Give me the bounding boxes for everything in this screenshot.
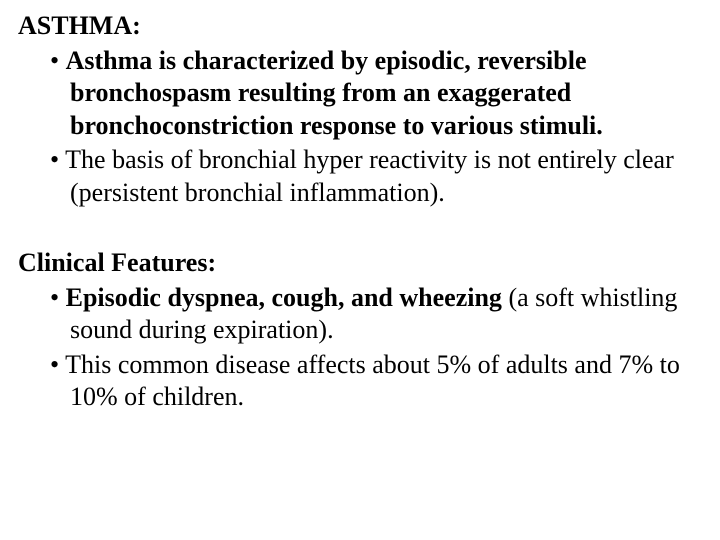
heading-asthma-text: ASTHMA: <box>18 11 141 40</box>
section1-bullet-2: The basis of bronchial hyper reactivity … <box>50 144 702 209</box>
section2-bullet-1: Episodic dyspnea, cough, and wheezing (a… <box>50 282 702 347</box>
heading-clinical-features: Clinical Features: <box>18 247 702 280</box>
section2-bullet-1-bold: Episodic dyspnea, cough, and wheezing <box>66 283 502 312</box>
section2-bullet-2-text: This common disease affects about 5% of … <box>65 350 680 412</box>
section2-bullet-2: This common disease affects about 5% of … <box>50 349 702 414</box>
section1-bullet-2-text: The basis of bronchial hyper reactivity … <box>65 145 674 207</box>
section1-bullet-1: Asthma is characterized by episodic, rev… <box>50 45 702 143</box>
section-spacer <box>18 211 702 247</box>
section2-list: Episodic dyspnea, cough, and wheezing (a… <box>18 282 702 414</box>
section1-list: Asthma is characterized by episodic, rev… <box>18 45 702 210</box>
section1-bullet-1-text: Asthma is characterized by episodic, rev… <box>66 46 603 140</box>
heading-asthma: ASTHMA: <box>18 10 702 43</box>
